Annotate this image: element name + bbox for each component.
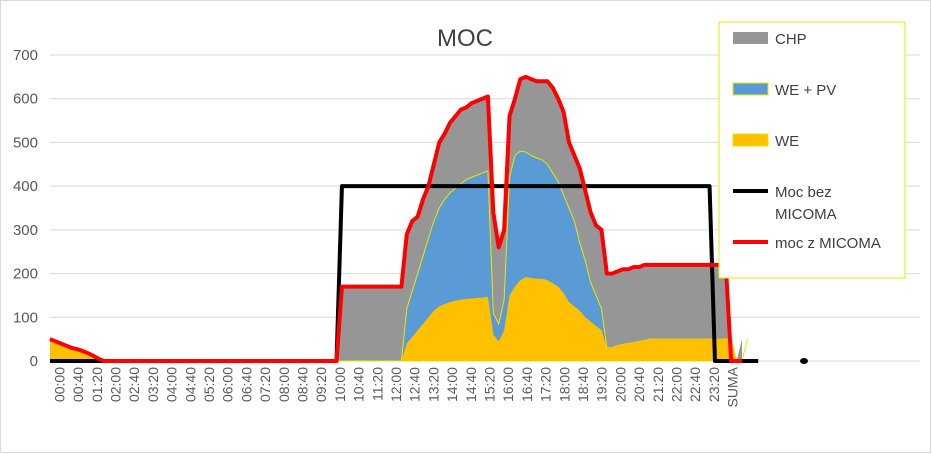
line-layer (49, 74, 808, 364)
y-tick-label: 700 (13, 47, 38, 64)
legend-swatch (733, 32, 768, 44)
y-tick-label: 500 (13, 134, 38, 151)
legend-frame (718, 21, 906, 279)
x-tick-label: 18:40 (575, 367, 591, 402)
x-tick-label: 20:40 (631, 367, 647, 402)
line-series-moc-z-micoma (49, 74, 742, 363)
x-tick-label: 05:20 (201, 367, 217, 402)
x-tick-label: 22:40 (687, 367, 703, 402)
x-tick-label: 07:20 (257, 367, 273, 402)
legend-swatch (732, 82, 769, 96)
x-tick-label: 13:20 (425, 367, 441, 402)
x-tick-label: 02:40 (126, 367, 142, 402)
x-tick-label: 01:20 (89, 367, 105, 402)
y-tick-label: 600 (13, 91, 38, 108)
x-tick-label: 06:00 (220, 367, 236, 402)
legend-item: moc z MICOMA (733, 235, 881, 252)
x-tick-label: 12:00 (388, 367, 404, 402)
legend-swatch (732, 133, 769, 147)
y-tick-label: 400 (13, 178, 38, 195)
x-tick-label: 15:20 (482, 367, 498, 402)
x-tick-label: 10:00 (332, 367, 348, 402)
y-tick-label: 200 (13, 266, 38, 283)
legend-label: moc z MICOMA (775, 235, 881, 252)
x-tick-label: 14:40 (463, 367, 479, 402)
x-tick-label: 08:40 (294, 367, 310, 402)
x-tick-label: SUMA (725, 366, 741, 407)
x-tick-label: 06:40 (238, 367, 254, 402)
x-tick-label: 00:00 (51, 367, 67, 402)
legend-item: CHP (733, 31, 807, 48)
y-tick-label: 0 (30, 353, 38, 370)
x-tick-label: 10:40 (351, 367, 367, 402)
area-series-we (50, 277, 748, 361)
x-tick-label: 20:00 (612, 367, 628, 402)
legend-label: Moc bez MICOMA (775, 184, 837, 223)
x-tick-label: 11:20 (369, 367, 385, 401)
x-tick-label: 17:20 (538, 367, 554, 402)
legend-item: Moc bez MICOMA (733, 184, 837, 223)
chart-title: MOC (437, 25, 493, 52)
legend-label: WE (775, 133, 799, 150)
x-tick-label: 21:20 (650, 367, 666, 402)
x-tick-label: 16:40 (519, 367, 535, 402)
x-tick-label: 16:00 (500, 367, 516, 402)
legend-label: CHP (775, 31, 807, 48)
x-tick-label: 04:00 (164, 367, 180, 402)
x-tick-label: 14:00 (444, 367, 460, 402)
x-tick-label: 00:40 (70, 367, 86, 402)
x-tick-label: 08:00 (276, 367, 292, 402)
x-tick-label: 22:00 (669, 367, 685, 402)
x-tick-label: 04:40 (182, 367, 198, 402)
x-tick-label: 09:20 (313, 367, 329, 402)
x-tick-label: 19:20 (594, 367, 610, 402)
y-tick-label: 100 (13, 309, 38, 326)
legend-item: WE + PV (732, 82, 836, 99)
x-tick-label: 02:00 (107, 367, 123, 402)
x-tick-label: 23:20 (706, 367, 722, 402)
legend-label: WE + PV (775, 82, 836, 99)
legend-item: WE (732, 133, 799, 150)
legend: CHP WE + PV WE Moc bez MICOMA moc z MICOMA (718, 21, 906, 279)
x-tick-label: 03:20 (145, 367, 161, 402)
summary-dot (800, 358, 808, 364)
x-tick-label: 18:00 (556, 367, 572, 402)
x-tick-label: 12:40 (407, 367, 423, 402)
y-tick-label: 300 (13, 222, 38, 239)
